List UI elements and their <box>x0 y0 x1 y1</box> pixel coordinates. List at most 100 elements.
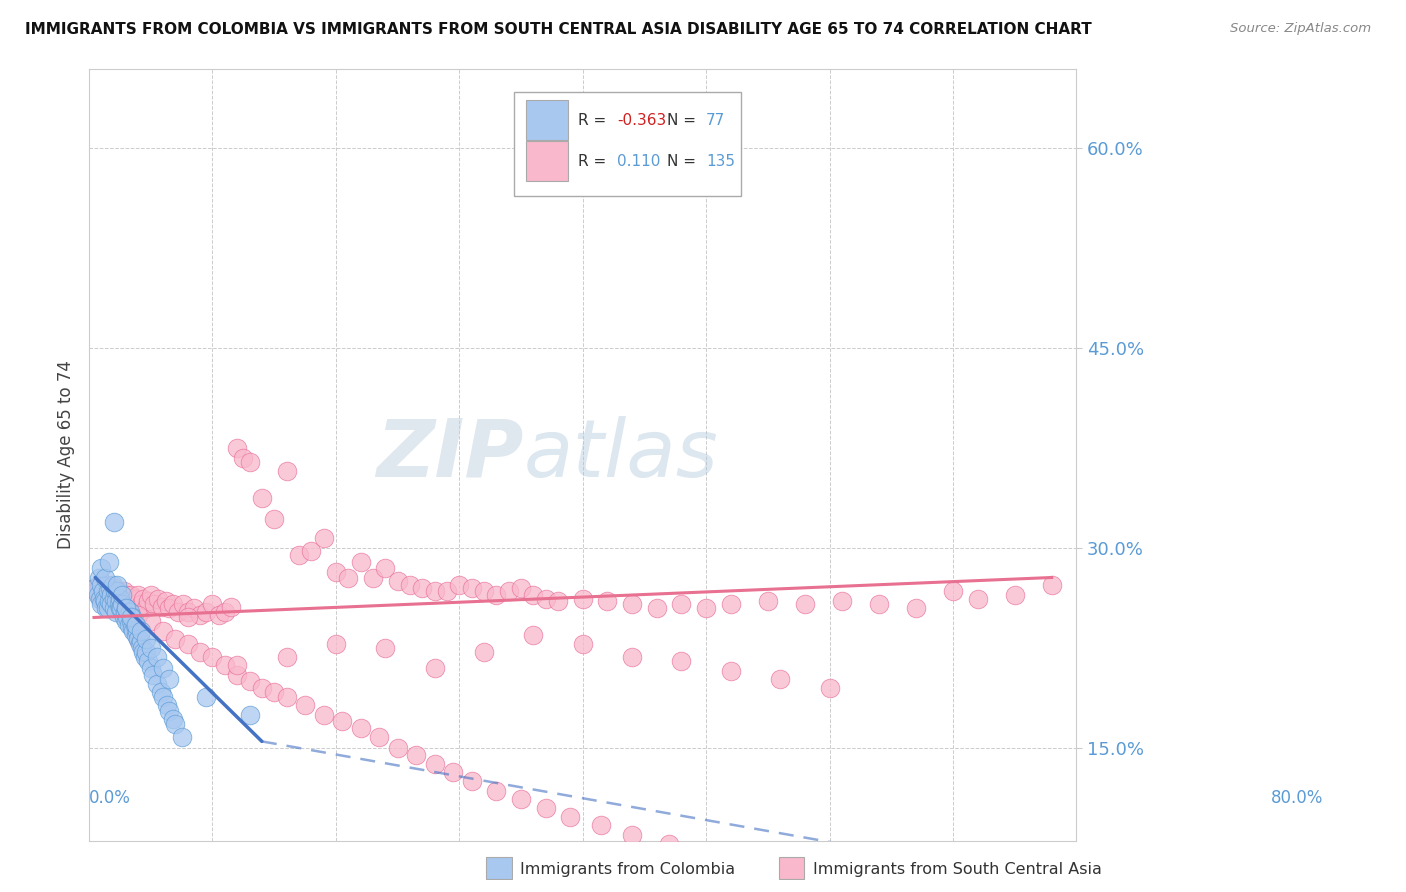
Point <box>129 634 152 648</box>
Point <box>110 591 132 606</box>
Point <box>658 837 681 851</box>
Point <box>232 450 254 465</box>
Point <box>107 583 129 598</box>
Y-axis label: Disability Age 65 to 74: Disability Age 65 to 74 <box>58 360 75 549</box>
Point <box>122 624 145 638</box>
Point <box>120 610 142 624</box>
Text: 77: 77 <box>706 112 725 128</box>
Point <box>472 645 495 659</box>
Point <box>125 628 148 642</box>
Point <box>127 632 149 646</box>
Point <box>97 554 120 568</box>
Point <box>121 610 143 624</box>
Point <box>522 588 544 602</box>
Point <box>117 618 139 632</box>
Point <box>695 601 717 615</box>
Point <box>132 591 155 606</box>
Point <box>405 747 427 762</box>
Point <box>114 605 136 619</box>
Point <box>621 828 644 842</box>
Point <box>793 597 815 611</box>
Point <box>129 624 152 638</box>
Point <box>94 594 117 608</box>
Point <box>90 561 112 575</box>
Point <box>90 588 112 602</box>
Point <box>149 685 172 699</box>
Point <box>288 548 311 562</box>
Point <box>368 731 391 745</box>
Point <box>226 667 249 681</box>
Point <box>152 624 174 638</box>
Point <box>671 597 693 611</box>
Point <box>125 618 148 632</box>
Point <box>156 698 179 713</box>
Text: 0.0%: 0.0% <box>89 789 131 806</box>
Point <box>117 610 139 624</box>
Point <box>449 578 471 592</box>
Point <box>139 588 162 602</box>
Point <box>131 641 153 656</box>
Point <box>115 601 138 615</box>
Point <box>110 601 132 615</box>
Point <box>208 607 231 622</box>
Point <box>96 588 118 602</box>
Point <box>93 581 115 595</box>
Point <box>361 570 384 584</box>
Point <box>312 531 335 545</box>
Point <box>146 677 169 691</box>
Point <box>325 565 347 579</box>
Point <box>162 597 184 611</box>
Text: Immigrants from Colombia: Immigrants from Colombia <box>520 863 735 877</box>
Point <box>115 588 138 602</box>
Point <box>155 594 177 608</box>
Point <box>868 597 890 611</box>
Point <box>720 597 742 611</box>
Point <box>139 641 162 656</box>
Point <box>547 594 569 608</box>
Point <box>90 591 112 606</box>
Point <box>90 578 112 592</box>
Point <box>165 717 187 731</box>
Point <box>98 581 121 595</box>
Point <box>93 591 115 606</box>
Point <box>97 583 120 598</box>
Point <box>510 791 533 805</box>
Text: N =: N = <box>666 112 700 128</box>
Point <box>591 818 613 832</box>
Point <box>125 591 148 606</box>
Point <box>441 765 464 780</box>
Point <box>263 512 285 526</box>
Point <box>172 597 194 611</box>
Point <box>645 601 668 615</box>
Point <box>157 704 180 718</box>
Point <box>117 594 139 608</box>
Point <box>188 607 211 622</box>
Point <box>170 731 193 745</box>
Point <box>86 588 108 602</box>
Point <box>97 601 120 615</box>
Point <box>121 621 143 635</box>
Point <box>238 454 260 468</box>
Point <box>769 672 792 686</box>
Point <box>157 672 180 686</box>
Point <box>104 583 127 598</box>
Point <box>460 774 482 789</box>
Point <box>201 650 224 665</box>
Point <box>90 597 112 611</box>
Point <box>97 594 120 608</box>
Point <box>571 637 593 651</box>
Point <box>177 610 200 624</box>
Point <box>621 597 644 611</box>
Point <box>129 597 152 611</box>
Text: atlas: atlas <box>523 416 718 494</box>
Point <box>966 591 988 606</box>
Point <box>120 588 142 602</box>
Point <box>115 615 138 629</box>
Point <box>107 578 129 592</box>
Text: Source: ZipAtlas.com: Source: ZipAtlas.com <box>1230 22 1371 36</box>
Point <box>124 618 146 632</box>
Point <box>103 581 125 595</box>
Point <box>115 601 138 615</box>
Point <box>1004 863 1026 878</box>
Point <box>111 588 134 602</box>
